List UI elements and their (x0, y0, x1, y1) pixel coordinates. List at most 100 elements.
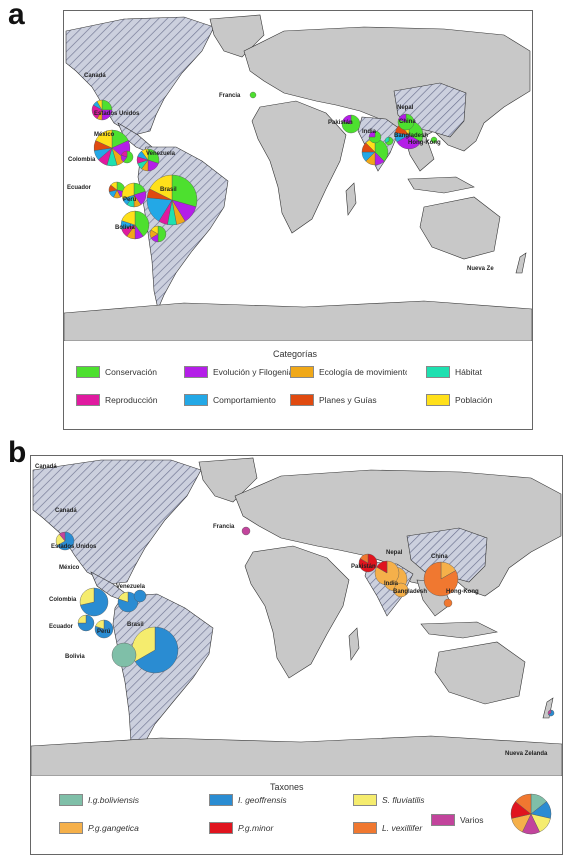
legend-swatch (184, 394, 208, 406)
country-label-brasil: Brasil (127, 622, 144, 628)
landmass-australia (434, 641, 526, 705)
legend-item-p-g-gangetica: P.g.gangetica (59, 822, 139, 834)
pie-slice (376, 560, 388, 574)
pie-slice (342, 114, 352, 125)
pie-slice (134, 626, 179, 674)
pie-slice (547, 709, 552, 715)
country-label-venezuela: Venezuela (146, 151, 176, 157)
landmass-new-zealand (542, 697, 554, 719)
legend-swatch (184, 366, 208, 378)
pie-slice (397, 113, 415, 131)
legend-swatch (209, 822, 233, 834)
legend-swatch (209, 794, 233, 806)
world-map-a: Canadá Estados Unidos México Colombia Venezu… (64, 11, 532, 341)
pie-chart-india (374, 560, 400, 586)
legend-label: Varios (460, 815, 484, 825)
legend-label: P.g.minor (238, 823, 274, 833)
pie-slice (123, 150, 134, 164)
legend-title-b: Taxones (270, 782, 304, 792)
country-label-peru: Perú (123, 197, 137, 203)
landmass-madagascar (348, 627, 360, 661)
country-label-pakistan: Pakistán (328, 120, 353, 126)
legend-item-l-vexillifer: L. vexillifer (353, 822, 422, 834)
legend-item-i-g-boliviensis: I.g.boliviensis (59, 794, 139, 806)
pie-slice (121, 210, 136, 226)
pie-chart-china (397, 113, 415, 131)
legend-label: Planes y Guías (319, 395, 377, 405)
pie-slice (141, 148, 149, 161)
legend-swatch (353, 794, 377, 806)
pie-slice (430, 136, 438, 144)
pie-slice (384, 136, 390, 144)
sample-pie (510, 793, 552, 835)
pie-chart-brasil (149, 225, 167, 243)
pie-chart-brasil (131, 626, 179, 674)
country-label-bangladesh: Bangladesh (394, 133, 428, 139)
pie-chart-bangladesh (393, 582, 409, 598)
pie-slice (396, 134, 422, 150)
legend-swatch (426, 394, 450, 406)
country-label-china: China (399, 119, 416, 125)
pie-slice (385, 136, 394, 146)
pie-chart-francia (249, 91, 257, 99)
country-label-estados-unidos: Estados Unidos (94, 111, 140, 117)
landmass-africa (251, 100, 347, 234)
pie-chart-hong-kong (384, 136, 394, 146)
legend-label: Comportamiento (213, 395, 276, 405)
legend-swatch (76, 366, 100, 378)
pie-chart-bolivia (120, 150, 134, 164)
landmass-antarctica (31, 735, 562, 776)
landmass-antarctica (64, 300, 532, 341)
country-label-colombia: Colombia (68, 157, 96, 163)
legend-label: I.g.boliviensis (88, 795, 140, 805)
legend-label: P.g.gangetica (88, 823, 139, 833)
landmass-australia (419, 196, 501, 260)
pie-chart-pakistan (358, 553, 378, 573)
country-label-hong-kong: Hong-Kong (408, 140, 441, 146)
country-labels-b: Canadá Canadá Estados Unidos México Colombia… (35, 464, 548, 757)
landmass-china (406, 527, 488, 583)
legend-item-p-g-minor: P.g.minor (209, 822, 273, 834)
pie-slice (150, 225, 159, 235)
landmass-africa (244, 545, 350, 679)
country-label-estados-unidos: Estados Unidos (51, 544, 97, 550)
legend-item-varios: Varios (431, 814, 483, 826)
country-label-bangladesh: Bangladesh (393, 589, 427, 595)
country-label-bolivia: Bolivia (115, 225, 135, 231)
pie-chart-colombia (108, 181, 126, 199)
legend-item-s-fluviatilis: S. fluviatilis (353, 794, 425, 806)
legend-label: Ecología de movimiento (319, 367, 407, 377)
pie-chart-francia (241, 526, 251, 536)
legend-item-habitat: Hábitat (426, 366, 482, 378)
country-label-nueva-zelanda: Nueva Zelanda (505, 751, 548, 757)
legend-item-i-geoffrensis: I. geoffrensis (209, 794, 287, 806)
panel-a: Canadá Estados Unidos México Colombia Venezu… (63, 10, 533, 430)
country-label-mexico: México (94, 132, 115, 138)
legend-label: L. vexillifer (382, 823, 423, 833)
country-label-nueva-ze: Nueva Ze (467, 266, 494, 272)
panel-b-letter: b (8, 436, 27, 469)
pie-charts-a (91, 91, 438, 243)
legend-item-reproduccion: Reproducción (76, 394, 157, 406)
pie-chart-pakistan (341, 114, 361, 134)
legend-swatch (59, 794, 83, 806)
legend-item-ecologia-de-movimiento: Ecología de movimiento (290, 366, 407, 378)
pie-slice (95, 129, 113, 149)
pie-chart-mexico (133, 589, 147, 603)
country-label-china: China (431, 554, 448, 560)
pie-slice (393, 582, 409, 598)
pie-slice (157, 225, 167, 243)
pie-chart-hong-kong (443, 598, 453, 608)
country-label-mexico: México (59, 565, 80, 571)
pie-chart-ecuador (146, 174, 198, 226)
pie-slice (359, 553, 369, 564)
legend-item-conservacion: Conservación (76, 366, 157, 378)
country-label-canada: Canadá (84, 73, 106, 79)
landmass-madagascar (345, 182, 357, 216)
pie-slice (79, 587, 95, 606)
landmass-indonesia (407, 176, 475, 194)
pie-slice (368, 130, 376, 138)
landmass-new-zealand (515, 252, 527, 274)
legend-swatch (426, 366, 450, 378)
pie-slice (133, 589, 147, 603)
